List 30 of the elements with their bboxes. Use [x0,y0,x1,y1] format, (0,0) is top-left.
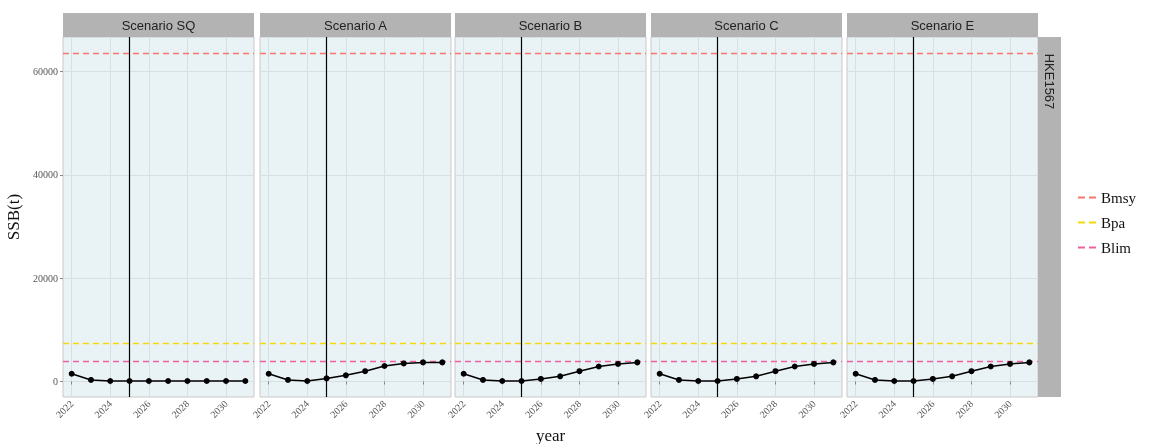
x-tick-label: 2028 [561,398,584,421]
y-tick-label: 60000 [33,66,58,78]
y-tick-label: 20000 [33,272,58,284]
x-tick-label: 2030 [796,398,818,421]
x-tick-label: 2022 [837,398,860,421]
legend-label: Bmsy [1100,189,1137,206]
text: HKE1567 [1041,53,1057,109]
chart-title: Scenario E [847,13,1038,37]
x-tick-label: 2022 [641,398,664,421]
y-tick-label: 0 [53,376,58,388]
chart-title: Scenario C [651,13,842,37]
chart-title: Scenario B [455,13,646,37]
legend-label: Bpa [1100,214,1126,231]
chart-title: Scenario SQ [63,13,254,37]
chart-title: Scenario A [260,13,451,37]
x-tick-label: 2030 [405,398,427,421]
y-axis-title: SSB(t) [4,193,24,241]
x-tick-label: 2022 [53,398,76,421]
x-tick-label: 2030 [208,398,230,421]
x-axis-title: year [535,426,566,444]
x-tick-label: 2028 [366,398,389,421]
x-tick-label: 2028 [169,398,192,421]
y-tick-label: 40000 [33,169,58,181]
x-tick-label: 2028 [953,398,976,421]
x-tick-label: 2022 [250,398,273,421]
x-tick-label: 2030 [992,398,1014,421]
x-tick-label: 2030 [600,398,622,421]
legend-label: Blim [1100,239,1132,256]
x-tick-label: 2022 [445,398,468,421]
x-tick-label: 2028 [757,398,780,421]
